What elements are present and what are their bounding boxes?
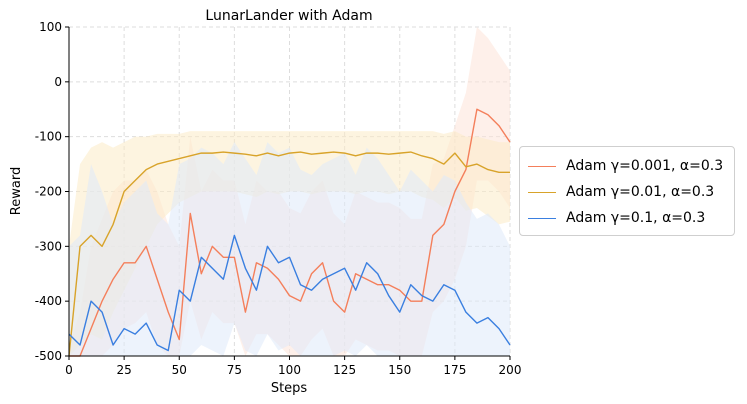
y-ticks: -500 -400 -300 -200 -100 0 100 bbox=[35, 20, 69, 363]
x-tick-label: 50 bbox=[172, 363, 187, 377]
series-line-0 bbox=[69, 108, 511, 357]
legend-item: Adam γ=0.001, α=0.3 bbox=[528, 153, 726, 179]
legend-label: Adam γ=0.1, α=0.3 bbox=[566, 210, 706, 226]
legend-item: Adam γ=0.1, α=0.3 bbox=[528, 205, 726, 231]
y-tick-label: 0 bbox=[54, 75, 62, 89]
x-tick-label: 150 bbox=[388, 363, 411, 377]
y-tick-label: -200 bbox=[35, 185, 62, 199]
x-tick-label: 200 bbox=[499, 363, 522, 377]
x-tick-label: 175 bbox=[443, 363, 466, 377]
legend-swatch bbox=[528, 217, 556, 219]
x-axis-label: Steps bbox=[271, 381, 308, 396]
x-tick-label: 75 bbox=[227, 363, 242, 377]
x-tick-label: 0 bbox=[65, 363, 73, 377]
series-lines bbox=[68, 108, 511, 357]
y-tick-label: -300 bbox=[35, 239, 62, 253]
x-tick-label: 100 bbox=[278, 363, 301, 377]
x-tick-label: 125 bbox=[333, 363, 356, 377]
chart-title: LunarLander with Adam bbox=[205, 8, 372, 24]
series-line-1 bbox=[68, 151, 510, 357]
confidence-bands bbox=[69, 27, 510, 356]
y-tick-label: -100 bbox=[35, 130, 62, 144]
legend: Adam γ=0.001, α=0.3 Adam γ=0.01, α=0.3 A… bbox=[519, 146, 735, 236]
series-line-2 bbox=[68, 234, 511, 352]
x-tick-label: 25 bbox=[116, 363, 131, 377]
y-tick-label: -400 bbox=[35, 294, 62, 308]
y-tick-label: 100 bbox=[39, 20, 62, 34]
legend-swatch bbox=[528, 191, 556, 193]
series-band-2 bbox=[69, 142, 510, 356]
x-ticks: 0 25 50 75 100 125 150 175 200 bbox=[65, 356, 521, 377]
y-tick-label: -500 bbox=[35, 349, 62, 363]
y-axis-label: Reward bbox=[9, 167, 24, 215]
legend-label: Adam γ=0.001, α=0.3 bbox=[566, 158, 724, 174]
legend-swatch bbox=[528, 165, 556, 167]
legend-item: Adam γ=0.01, α=0.3 bbox=[528, 179, 726, 205]
legend-label: Adam γ=0.01, α=0.3 bbox=[566, 184, 715, 200]
